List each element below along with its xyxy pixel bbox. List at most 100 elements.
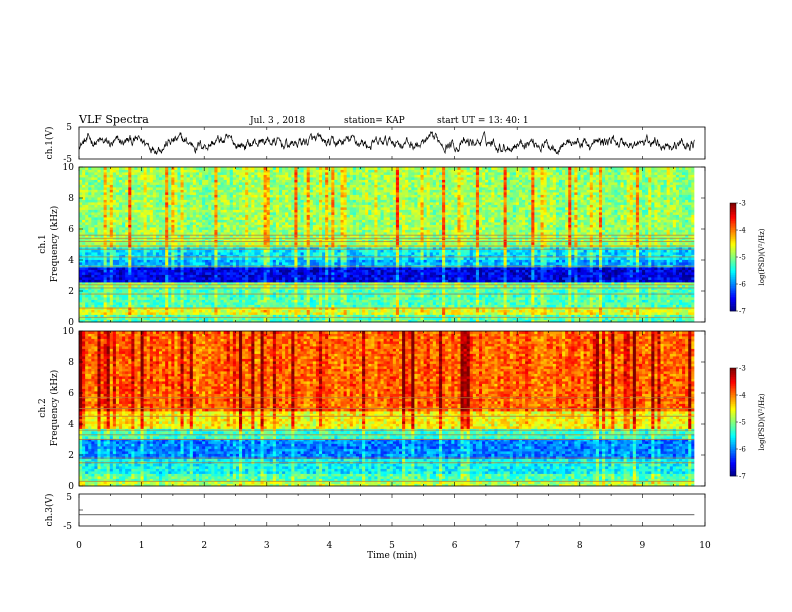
spectrogram-cell [633,310,636,313]
spectrogram-cell [202,305,205,308]
spectrogram-cell [621,312,624,315]
spectrogram-cell [424,305,427,308]
spectrogram-cell [245,312,248,315]
spectrogram-cell [116,312,119,315]
spectrogram-cell [571,310,574,313]
spectrogram-cell [313,305,316,308]
spectrogram-cell [565,305,568,308]
spectrogram-cell [497,305,500,308]
spectrogram-cell [184,312,187,315]
spectrogram-cell [411,312,414,315]
spectrogram-cell [291,310,294,313]
spectrogram-cell [279,310,282,313]
spectrogram-cell [267,312,270,315]
spectrogram-cell [233,310,236,313]
spectrogram-cell [307,312,310,315]
spectrogram-cell [144,310,147,313]
spectrogram-cell [248,310,251,313]
spectrogram-cell [587,305,590,308]
spectrogram-cell [362,310,365,313]
spectrogram-cell [445,310,448,313]
spectrogram-cell [467,310,470,313]
spectrogram-cell [310,310,313,313]
spectrogram-cell [504,305,507,308]
spectrogram-cell [390,312,393,315]
spectrogram-cell [187,310,190,313]
spectrogram-cell [94,310,97,313]
spectrogram-cell [488,312,491,315]
spectrogram-cell [147,310,150,313]
spectrogram-cell [531,305,534,308]
spectrogram-cell [162,310,165,313]
spectrogram-cell [301,310,304,313]
spectrogram-cell [599,312,602,315]
spectrogram-cell [159,312,162,315]
spectrogram-cell [230,312,233,315]
spectrogram-cell [196,305,199,308]
spectrogram-cell [104,312,107,315]
spectrogram-cell [356,305,359,308]
spectrogram-cell [119,310,122,313]
spectrogram-cell [645,310,648,313]
spectrogram-cell [365,305,368,308]
spectrogram-cell [627,310,630,313]
spectrogram-cell [230,310,233,313]
spectrogram-cell [473,305,476,308]
spectrogram-cell [122,312,125,315]
spectrogram-cell [507,305,510,308]
spectrogram-cell [214,312,217,315]
spectrogram-cell [541,310,544,313]
spectrogram-cell [377,312,380,315]
spectrogram-cell [134,312,137,315]
spectrogram-cell [337,305,340,308]
spectrogram-cell [494,310,497,313]
spectrogram-cell [685,312,688,315]
spectrogram-cell [531,310,534,313]
spectrogram-cell [476,305,479,308]
spectrogram-cell [199,310,202,313]
spectrogram-cell [537,312,540,315]
spectrogram-cell [384,305,387,308]
spectrogram-cell [254,310,257,313]
spectrogram-cell [325,312,328,315]
spectrogram-cell [331,312,334,315]
spectrogram-cell [556,310,559,313]
spectrogram-cell [162,312,165,315]
spectrogram-cell [387,310,390,313]
spectrogram-cell [153,310,156,313]
spectrogram-cell [685,310,688,313]
spectrogram-cell [297,305,300,308]
spectrogram-cell [181,312,184,315]
spectrogram-cell [482,310,485,313]
spectrogram-cell [562,310,565,313]
spectrogram-cell [125,310,128,313]
spectrogram-cell [679,312,682,315]
spectrogram-cell [279,312,282,315]
spectrogram-cell [596,310,599,313]
spectrogram-cell [113,312,116,315]
spectrogram-cell [648,310,651,313]
spectrogram-cell [636,312,639,315]
spectrogram-cell [617,305,620,308]
spectrogram-cell [248,305,251,308]
spectrogram-cell [245,310,248,313]
spectrogram-cell [168,310,171,313]
spectrogram-cell [316,310,319,313]
spectrogram-cell [411,305,414,308]
spectrogram-cell [390,305,393,308]
spectrogram-cell [205,310,208,313]
spectrogram-cell [122,305,125,308]
spectrogram-cell [307,310,310,313]
spectrogram-cell [328,310,331,313]
spectrogram-cell [639,312,642,315]
spectrogram-cell [417,312,420,315]
spectrogram-cell [91,305,94,308]
spectrogram-cell [396,305,399,308]
spectrogram-cell [214,310,217,313]
spectrogram-cell [304,310,307,313]
spectrogram-cell [208,305,211,308]
spectrogram-cell [347,305,350,308]
spectrogram-cell [381,310,384,313]
spectrogram-cell [414,312,417,315]
spectrogram-cell [568,310,571,313]
